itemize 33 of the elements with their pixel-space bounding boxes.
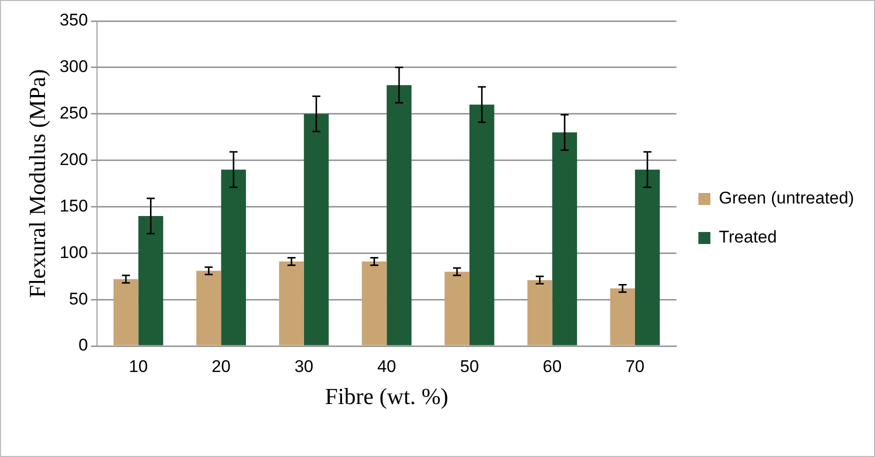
bar	[444, 272, 470, 346]
bar	[527, 280, 552, 346]
bar	[196, 270, 222, 346]
legend-label: Green (untreated)	[718, 188, 854, 208]
bar	[469, 104, 494, 346]
legend-label: Treated	[718, 228, 777, 247]
bar	[114, 279, 138, 346]
x-tick-label: 30	[294, 356, 314, 376]
bar	[610, 288, 635, 346]
y-tick-label: 0	[78, 336, 88, 355]
bar	[138, 216, 164, 346]
bar	[634, 170, 660, 346]
bar	[221, 170, 246, 346]
y-tick-label: 150	[60, 196, 88, 216]
x-axis-title: Fibre (wt. %)	[325, 384, 448, 410]
bar	[362, 262, 387, 346]
y-tick-label: 100	[60, 242, 88, 262]
bar	[386, 85, 412, 346]
bar	[279, 262, 304, 346]
x-tick-label: 70	[626, 356, 644, 376]
y-tick-label: 50	[69, 289, 88, 308]
bar	[552, 132, 578, 346]
bar	[304, 114, 329, 346]
y-tick-label: 300	[60, 57, 88, 76]
y-tick-label: 250	[60, 104, 88, 123]
x-tick-label: 40	[377, 356, 396, 376]
x-tick-label: 60	[542, 356, 562, 376]
y-tick-label: 200	[60, 150, 88, 169]
y-axis-title: Flexural Modulus (MPa)	[24, 69, 50, 298]
x-tick-label: 10	[128, 356, 148, 376]
x-tick-label: 50	[460, 356, 479, 376]
y-tick-label: 350	[60, 10, 88, 30]
x-tick-label: 20	[212, 356, 231, 376]
